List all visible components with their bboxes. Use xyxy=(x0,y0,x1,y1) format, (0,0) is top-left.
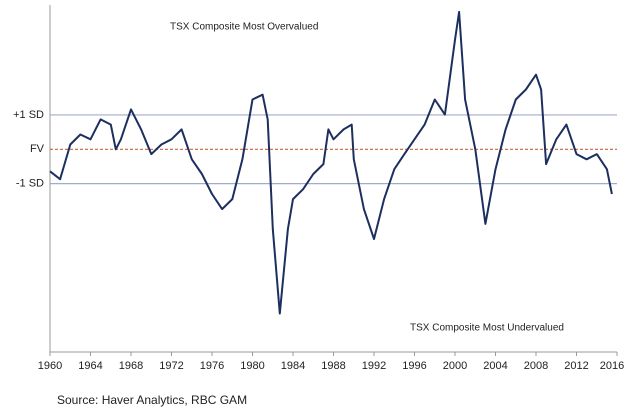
line xyxy=(49,10,613,315)
x-tick-label: 1996 xyxy=(402,360,426,372)
annotation: TSX Composite Most Undervalued xyxy=(410,323,564,334)
y-tick-label: FV xyxy=(30,143,45,155)
x-tick-label: 1984 xyxy=(281,360,305,372)
x-tick-label: 1988 xyxy=(321,360,345,372)
x-tick-label: 2004 xyxy=(483,360,507,372)
y-tick-label: -1 SD xyxy=(16,178,44,190)
x-tick-label: 2016 xyxy=(600,360,624,372)
x-tick-label: 1972 xyxy=(159,360,183,372)
y-tick-label: +1 SD xyxy=(13,109,44,121)
x-tick-label: 1968 xyxy=(119,360,143,372)
x-tick-label: 1976 xyxy=(200,360,224,372)
x-tick-label: 1992 xyxy=(362,360,386,372)
x-tick-label: 2012 xyxy=(564,360,588,372)
x-tick-label: 1980 xyxy=(240,360,264,372)
source: Source: Haver Analytics, RBC GAM xyxy=(57,393,247,407)
x-tick-label: 2008 xyxy=(524,360,548,372)
x-tick-label: 1964 xyxy=(78,360,102,372)
annotation: TSX Composite Most Overvalued xyxy=(170,22,318,33)
x-tick-label: 2000 xyxy=(443,360,467,372)
x-tick-label: 1960 xyxy=(38,360,62,372)
